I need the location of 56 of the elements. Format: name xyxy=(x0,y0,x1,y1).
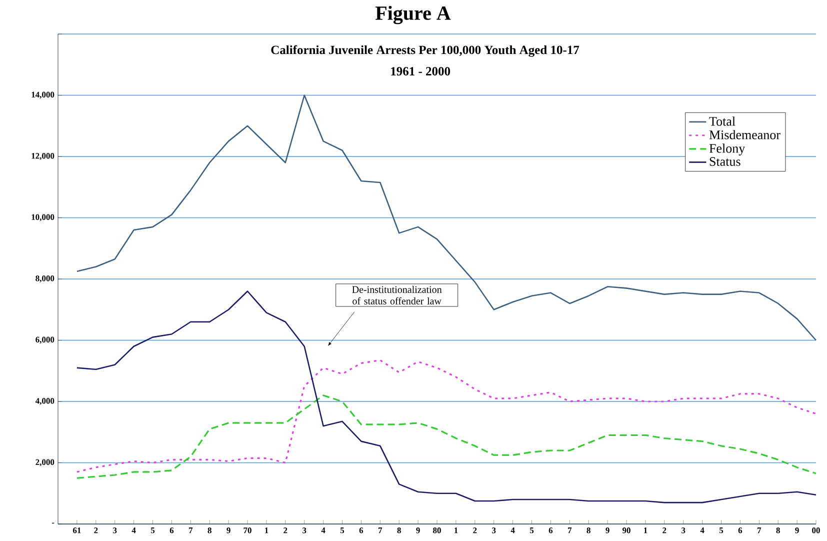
x-tick-label: 9 xyxy=(606,528,610,534)
y-tick-label: 4,000 xyxy=(35,398,54,405)
x-tick-label: 5 xyxy=(150,528,155,534)
x-tick-label: 90 xyxy=(622,528,630,534)
x-tick-label: 00 xyxy=(812,528,820,534)
legend-label: Misdemeanor xyxy=(709,130,780,140)
legend-label: Total xyxy=(709,116,736,126)
x-tick-label: 9 xyxy=(795,528,799,534)
x-tick-label: 8 xyxy=(776,528,780,534)
x-tick-label: 6 xyxy=(548,528,553,534)
y-tick-label: 12,000 xyxy=(32,153,54,160)
x-tick-label: 9 xyxy=(416,528,420,534)
x-tick-label: 8 xyxy=(208,528,212,534)
legend-label: Status xyxy=(710,157,740,166)
y-tick-label: 2,000 xyxy=(36,459,54,466)
y-tick-label: 14,000 xyxy=(32,92,54,99)
legend-label: Felony xyxy=(709,144,746,156)
x-tick-label: 4 xyxy=(700,528,704,534)
text: California Juvenile Arrests Per 100,000 Youth Aged 10-17 xyxy=(271,45,580,57)
x-tick-label: 5 xyxy=(530,528,534,534)
x-tick-label: 5 xyxy=(340,528,344,534)
annotation: 1961 - 2000 xyxy=(391,67,450,76)
x-tick-label: 2 xyxy=(473,528,477,534)
x-tick-label: 2 xyxy=(662,528,666,534)
x-tick-label: 5 xyxy=(719,528,724,534)
y-tick-label: 6,000 xyxy=(36,336,54,344)
x-tick-label: 4 xyxy=(510,528,515,534)
x-tick-label: 3 xyxy=(302,528,306,534)
y-tick-label: 8,000 xyxy=(36,276,54,282)
x-tick-label: 7 xyxy=(758,528,762,534)
x-tick-label: 1 xyxy=(265,528,268,534)
x-tick-label: 70 xyxy=(244,528,252,534)
x-tick-label: 2 xyxy=(94,528,98,534)
x-tick-label: 9 xyxy=(226,528,230,534)
x-tick-label: 7 xyxy=(189,528,193,534)
x-tick-label: 7 xyxy=(568,528,572,534)
x-tick-label: 6 xyxy=(170,528,174,534)
x-tick-label: 1 xyxy=(644,528,648,534)
x-tick-label: 8 xyxy=(397,528,401,534)
x-tick-label: 2 xyxy=(284,528,288,534)
x-tick-label: 3 xyxy=(113,528,117,534)
y-tick-label: 10,000 xyxy=(32,214,54,222)
x-tick-label: 6 xyxy=(738,528,742,534)
annotation: De-institutionalization of status offender law xyxy=(352,286,442,304)
x-tick-label: 4 xyxy=(321,528,326,534)
x-tick-label: 3 xyxy=(682,528,686,534)
x-tick-label: 1 xyxy=(454,528,458,534)
x-tick-label: 8 xyxy=(586,528,590,534)
chart-title: Figure A xyxy=(375,6,451,24)
x-tick-label: 80 xyxy=(433,528,441,534)
x-tick-label: 3 xyxy=(492,528,496,534)
x-tick-label: 6 xyxy=(359,528,364,534)
x-tick-label: 61 xyxy=(73,528,81,534)
x-tick-label: 7 xyxy=(378,528,382,534)
y-tick-label: - xyxy=(52,522,54,524)
x-tick-label: 4 xyxy=(132,528,136,534)
